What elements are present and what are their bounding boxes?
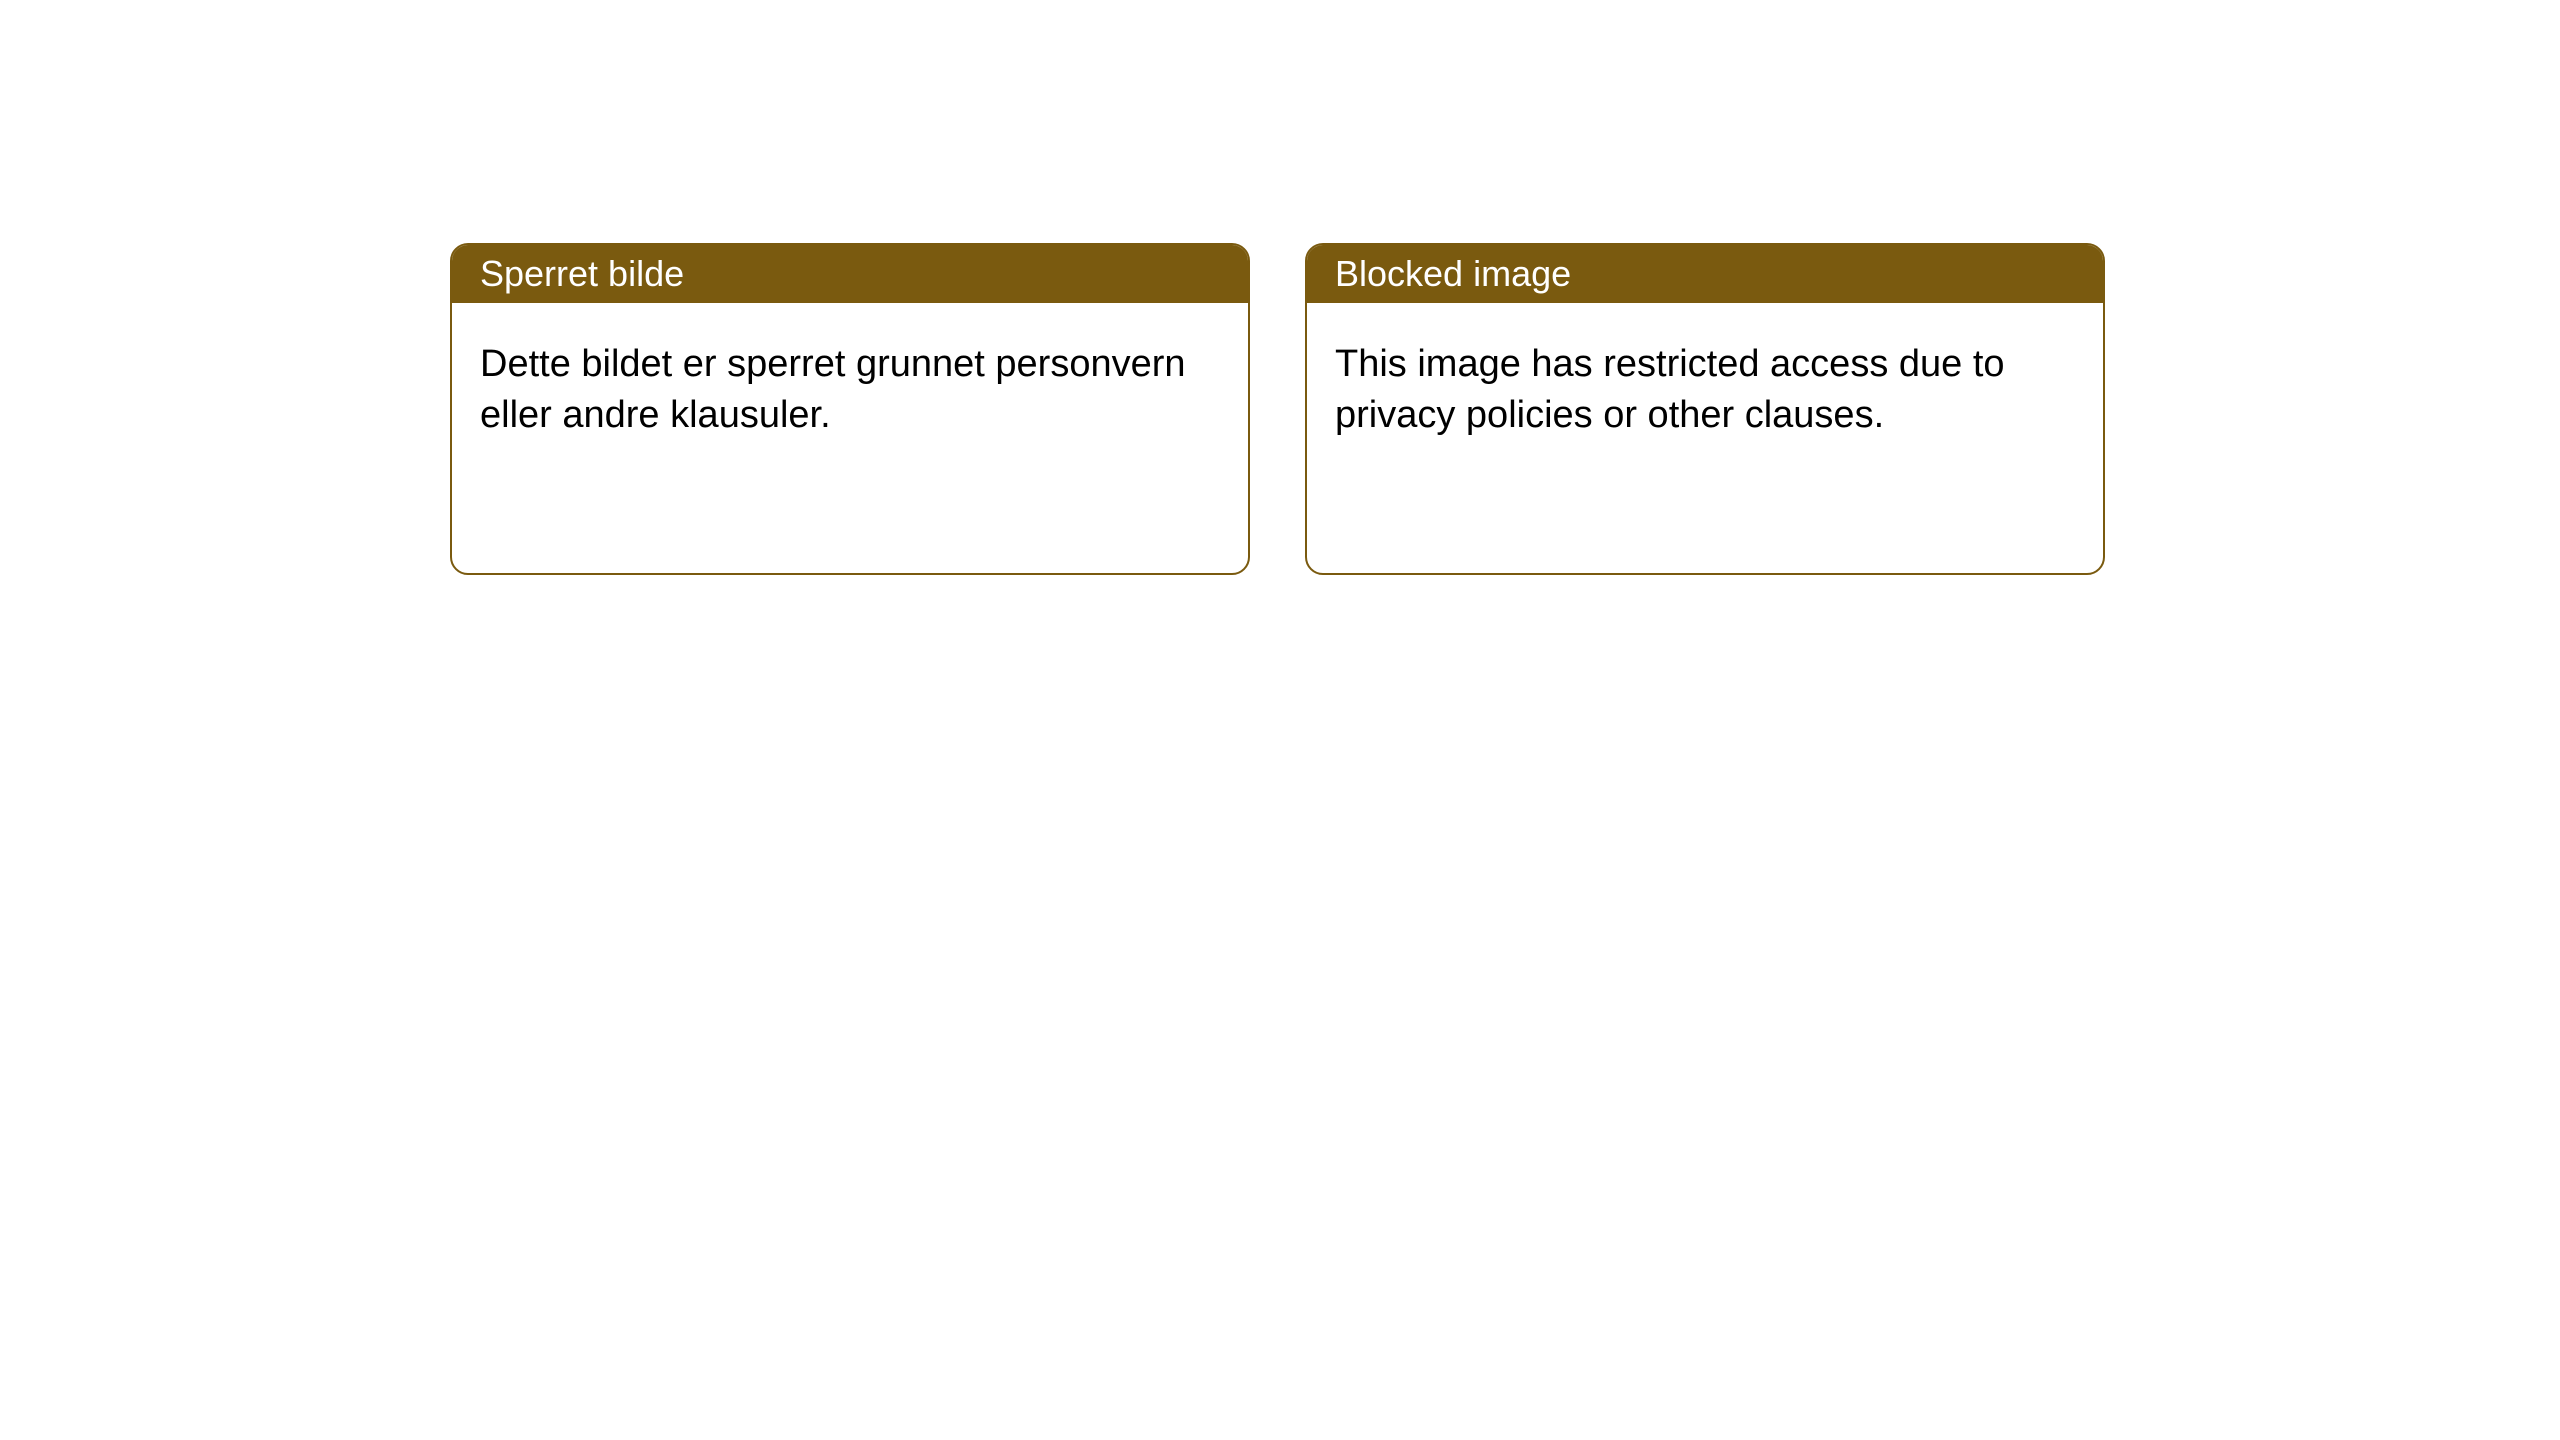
notice-container: Sperret bilde Dette bildet er sperret gr… [450,243,2105,575]
notice-message: Dette bildet er sperret grunnet personve… [480,343,1186,436]
notice-body: This image has restricted access due to … [1307,303,2103,478]
notice-box-norwegian: Sperret bilde Dette bildet er sperret gr… [450,243,1250,575]
notice-message: This image has restricted access due to … [1335,343,2005,436]
notice-header: Blocked image [1307,245,2103,303]
notice-title: Sperret bilde [480,253,684,295]
notice-header: Sperret bilde [452,245,1248,303]
notice-box-english: Blocked image This image has restricted … [1305,243,2105,575]
notice-title: Blocked image [1335,253,1571,295]
notice-body: Dette bildet er sperret grunnet personve… [452,303,1248,478]
